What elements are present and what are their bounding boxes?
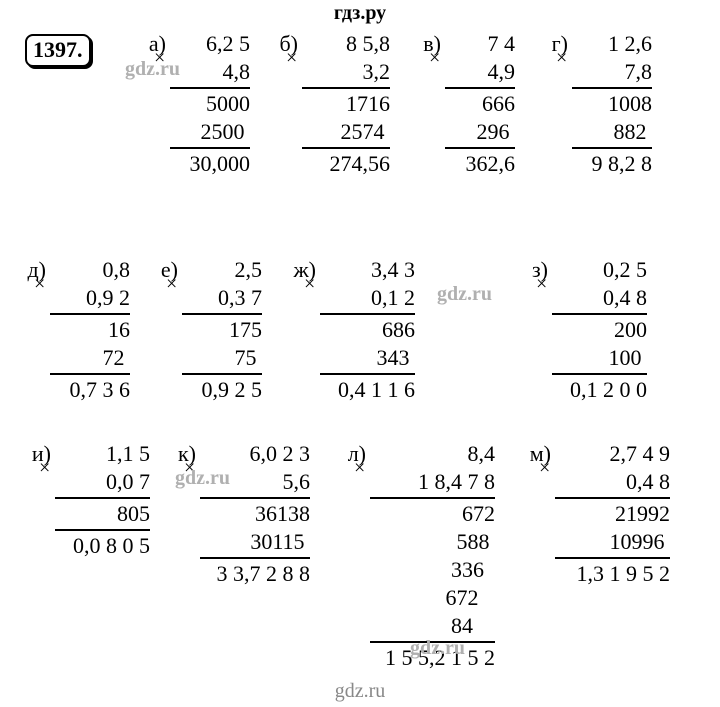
label-d: д) (27, 256, 50, 284)
problem-m: × м)2,7 4 9 0,4 8 21992 10996 1,3 1 9 5 … (555, 440, 670, 588)
label-m: м) (530, 440, 555, 468)
label-k: к) (178, 440, 200, 468)
problem-l: × л)8,4 1 8,4 7 8 672 588 336 672 84 1 5… (370, 440, 495, 672)
watermark: gdz.ru (437, 283, 492, 306)
label-zh: ж) (293, 256, 320, 284)
label-b: б) (279, 30, 302, 58)
problem-number-badge: 1397. (25, 34, 91, 67)
label-e: е) (161, 256, 182, 284)
label-l: л) (348, 440, 370, 468)
problem-i: × и)1,1 5 0,0 7 805 0,0 8 0 5 (55, 440, 150, 560)
problem-d: × д)0,8 0,9 2 16 72 0,7 3 6 (50, 256, 130, 404)
problem-a: × а)6,2 5 4,8 5000 2500 30,000 (170, 30, 250, 178)
problem-zh: × ж)3,4 3 0,1 2 686 343 0,4 1 1 6 (320, 256, 415, 404)
problem-b: × б)8 5,8 3,2 1716 2574 274,56 (302, 30, 390, 178)
problem-g: × г)1 2,6 7,8 1008 882 9 8,2 8 (572, 30, 652, 178)
problem-k: × к)6,0 2 3 5,6 36138 30115 3 3,7 2 8 8 (200, 440, 310, 588)
label-z: з) (532, 256, 552, 284)
problem-z: × з)0,2 5 0,4 8 200 100 0,1 2 0 0 (552, 256, 647, 404)
site-header: гдз.ру (0, 2, 720, 25)
label-i: и) (32, 440, 55, 468)
label-v: в) (423, 30, 445, 58)
site-footer: gdz.ru (0, 680, 720, 703)
problem-v: × в)7 4 4,9 666 296 362,6 (445, 30, 515, 178)
problem-e: × е)2,5 0,3 7 175 75 0,9 2 5 (182, 256, 262, 404)
label-a: а) (149, 30, 170, 58)
label-g: г) (552, 30, 572, 58)
